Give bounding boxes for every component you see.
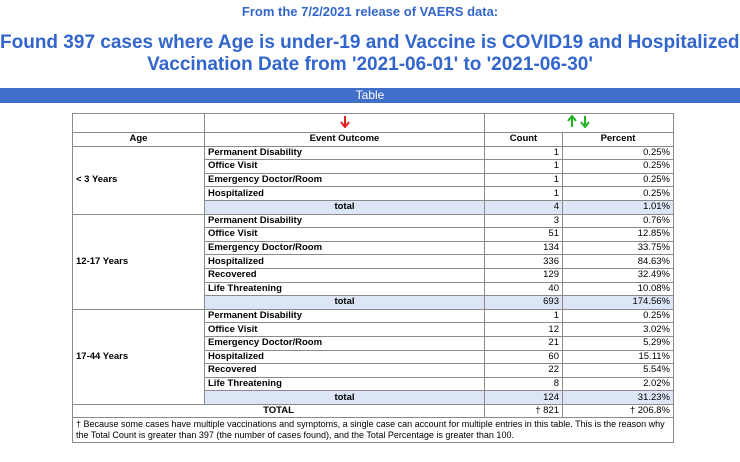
- sort-up-down-icon[interactable]: [567, 114, 591, 129]
- count-cell: 8: [484, 376, 563, 392]
- outcome-cell: Life Threatening: [204, 281, 485, 297]
- percent-cell: 32.49%: [562, 267, 674, 283]
- outcome-cell: Recovered: [204, 363, 485, 378]
- column-header: Age: [72, 132, 205, 147]
- title-line: Found 397 cases where Age is under-19 an…: [0, 32, 740, 53]
- count-cell: 22: [484, 363, 563, 378]
- table-row: Emergency Doctor/Room 21 5.29%: [73, 335, 674, 351]
- column-header: Event Outcome: [204, 132, 485, 147]
- table-row: TOTAL † 821 † 206.8%: [72, 403, 674, 419]
- count-cell: 336: [484, 254, 563, 269]
- percent-cell: 0.25%: [562, 145, 674, 161]
- table-row: Office Visit 1 0.25%: [73, 159, 674, 174]
- total-label: total: [204, 199, 485, 215]
- outcome-cell: Office Visit: [204, 159, 485, 174]
- total-percent: 31.23%: [562, 390, 674, 405]
- grand-total-count: † 821: [484, 403, 563, 419]
- age-cell: 17-44 Years: [72, 308, 205, 405]
- outcome-cell: Hospitalized: [204, 349, 485, 365]
- results-table: Age Event Outcome Count Percent < 3 Years Per…: [72, 113, 674, 444]
- percent-cell: 0.25%: [562, 308, 674, 324]
- age-cell: < 3 Years: [72, 145, 205, 215]
- table-row: Age Event Outcome Count Percent: [72, 132, 674, 147]
- outcome-cell: Hospitalized: [204, 254, 485, 269]
- count-cell: 1: [484, 145, 563, 161]
- table-body: Age Event Outcome Count Percent < 3 Years Per…: [72, 113, 674, 444]
- outcome-cell: Emergency Doctor/Room: [204, 172, 485, 188]
- percent-cell: 0.25%: [562, 186, 674, 201]
- outcome-cell: Permanent Disability: [204, 308, 485, 324]
- table-row: 12-17 Years Permanent Disability 3 0.76%: [72, 213, 674, 310]
- total-percent: 174.56%: [562, 295, 674, 310]
- count-cell: 60: [484, 349, 563, 365]
- grand-total-percent: † 206.8%: [562, 403, 674, 419]
- total-count: 124: [484, 390, 563, 405]
- table-row: Life Threatening 40 10.08%: [73, 281, 674, 297]
- table-row: Life Threatening 8 2.02%: [73, 376, 674, 392]
- release-note: From the 7/2/2021 release of VAERS data:: [241, 4, 499, 19]
- outcome-cell: Permanent Disability: [204, 213, 485, 229]
- total-label: total: [204, 295, 485, 310]
- count-cell: 134: [484, 240, 563, 256]
- percent-cell: 3.02%: [562, 322, 674, 337]
- outcome-cell: Life Threatening: [204, 376, 485, 392]
- count-cell: 3: [484, 213, 563, 229]
- outcome-cell: Hospitalized: [204, 186, 485, 201]
- percent-cell: 12.85%: [562, 227, 674, 242]
- count-cell: 1: [484, 159, 563, 174]
- column-header: Count: [484, 132, 563, 147]
- sort-row: [72, 113, 674, 133]
- total-count: 4: [484, 199, 563, 215]
- section-bar: Table: [0, 88, 740, 103]
- outcome-cell: Office Visit: [204, 227, 485, 242]
- table-row: Hospitalized 1 0.25%: [73, 186, 674, 201]
- count-cell: 1: [484, 172, 563, 188]
- sort-cell[interactable]: [484, 113, 674, 133]
- page-title: Found 397 cases where Age is under-19 an…: [0, 32, 740, 76]
- outcome-cell: Emergency Doctor/Room: [204, 335, 485, 351]
- table-row: total 693 174.56%: [73, 295, 674, 310]
- footnote: † Because some cases have multiple vacci…: [72, 417, 674, 444]
- percent-cell: 10.08%: [562, 281, 674, 297]
- age-cell: 12-17 Years: [72, 213, 205, 310]
- table-row: Hospitalized 60 15.11%: [73, 349, 674, 365]
- count-cell: 129: [484, 267, 563, 283]
- title-line: Vaccination Date from '2021-06-01' to '2…: [147, 54, 593, 75]
- count-cell: 1: [484, 186, 563, 201]
- grand-total-label: TOTAL: [72, 403, 485, 419]
- sort-cell[interactable]: [204, 113, 485, 133]
- percent-cell: 84.63%: [562, 254, 674, 269]
- table-row: < 3 Years Permanent Disability 1 0.25%: [72, 145, 674, 215]
- percent-cell: 2.02%: [562, 376, 674, 392]
- percent-cell: 5.54%: [562, 363, 674, 378]
- percent-cell: 0.76%: [562, 213, 674, 229]
- table-row: Recovered 129 32.49%: [73, 267, 674, 283]
- percent-cell: 5.29%: [562, 335, 674, 351]
- count-cell: 12: [484, 322, 563, 337]
- percent-cell: 0.25%: [562, 159, 674, 174]
- outcome-cell: Emergency Doctor/Room: [204, 240, 485, 256]
- outcome-cell: Recovered: [204, 267, 485, 283]
- table-row: 17-44 Years Permanent Disability 1 0.25%: [72, 308, 674, 405]
- table-row: Emergency Doctor/Room 134 33.75%: [73, 240, 674, 256]
- column-header: Percent: [562, 132, 674, 147]
- count-cell: 40: [484, 281, 563, 297]
- count-cell: 21: [484, 335, 563, 351]
- table-row: total 124 31.23%: [73, 390, 674, 405]
- blank-cell: [72, 113, 205, 133]
- outcome-cell: Office Visit: [204, 322, 485, 337]
- percent-cell: 33.75%: [562, 240, 674, 256]
- total-percent: 1.01%: [562, 199, 674, 215]
- count-cell: 51: [484, 227, 563, 242]
- sort-down-icon[interactable]: [339, 115, 350, 129]
- count-cell: 1: [484, 308, 563, 324]
- total-count: 693: [484, 295, 563, 310]
- total-label: total: [204, 390, 485, 405]
- percent-cell: 0.25%: [562, 172, 674, 188]
- percent-cell: 15.11%: [562, 349, 674, 365]
- table-row: † Because some cases have multiple vacci…: [72, 417, 674, 444]
- outcome-cell: Permanent Disability: [204, 145, 485, 161]
